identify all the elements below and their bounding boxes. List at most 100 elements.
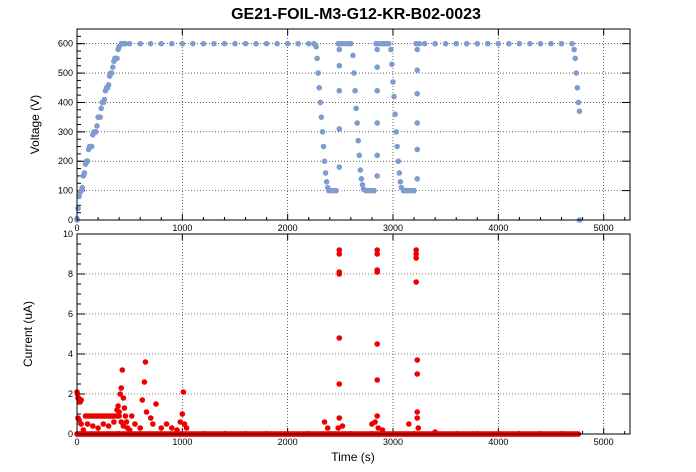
voltage-data-point <box>352 87 358 94</box>
current-data-point <box>80 427 87 433</box>
voltage-data-point <box>105 82 112 88</box>
current-data-point <box>336 415 343 421</box>
voltage-x-tick-label: 2000 <box>278 223 298 233</box>
current-data-point <box>374 247 381 253</box>
voltage-data-point <box>179 40 186 47</box>
voltage-data-point <box>388 46 394 53</box>
current-x-tick-label: 5000 <box>594 437 614 447</box>
current-data-point <box>335 425 342 431</box>
voltage-data-point <box>232 40 238 47</box>
voltage-data-point <box>108 70 115 76</box>
voltage-data-point <box>421 40 428 47</box>
current-data-point <box>415 425 422 431</box>
voltage-data-point <box>314 55 320 62</box>
voltage-y-tick-label: 500 <box>58 68 73 78</box>
voltage-data-point <box>374 46 381 53</box>
current-x-axis-label: Time (s) <box>331 450 375 464</box>
current-data-point <box>116 409 122 415</box>
voltage-data-point <box>414 146 421 153</box>
current-data-point <box>374 413 381 419</box>
voltage-data-point <box>527 40 533 47</box>
voltage-y-axis-label: Voltage (V) <box>28 95 42 154</box>
voltage-data-point <box>322 170 329 176</box>
current-points <box>74 247 582 437</box>
voltage-data-point <box>354 120 360 126</box>
voltage-data-point <box>393 129 399 135</box>
voltage-data-point <box>374 152 381 159</box>
voltage-data-point <box>548 40 554 47</box>
current-data-point <box>123 419 130 425</box>
current-data-point <box>132 421 138 427</box>
current-data-point <box>414 415 421 421</box>
current-data-point <box>336 271 343 277</box>
current-data-point <box>84 421 91 427</box>
current-data-point <box>413 279 419 285</box>
voltage-data-point <box>351 70 357 76</box>
voltage-panel: 0 1000 2000 3000 4000 5000 0 100 200 300 400 500 600… <box>28 28 631 233</box>
current-data-point <box>118 385 125 391</box>
voltage-data-point <box>93 129 99 135</box>
current-data-point <box>143 409 150 415</box>
voltage-data-point <box>295 40 302 47</box>
voltage-x-tick-label: 4000 <box>488 223 508 233</box>
current-data-point <box>95 425 101 431</box>
voltage-data-point <box>323 179 330 185</box>
voltage-data-point <box>158 40 165 47</box>
voltage-data-point <box>374 120 381 126</box>
current-data-point <box>119 367 126 373</box>
voltage-data-point <box>573 70 580 76</box>
voltage-data-point <box>395 158 402 165</box>
voltage-data-point <box>169 40 175 47</box>
current-data-point <box>414 371 421 377</box>
voltage-data-point <box>336 126 343 132</box>
current-data-point <box>100 421 107 427</box>
voltage-data-point <box>350 52 356 59</box>
current-data-point <box>432 429 438 435</box>
current-frame <box>76 233 631 435</box>
current-data-point <box>183 425 190 431</box>
voltage-data-point <box>253 40 259 47</box>
voltage-data-point <box>358 176 365 182</box>
voltage-data-point <box>374 87 381 94</box>
voltage-data-point <box>474 40 481 47</box>
voltage-data-point <box>98 105 105 112</box>
current-data-point <box>414 357 421 363</box>
voltage-data-point <box>79 184 86 191</box>
voltage-data-point <box>94 123 100 129</box>
current-y-tick-label: 2 <box>68 389 73 399</box>
voltage-data-point <box>414 120 421 126</box>
current-data-point <box>336 247 343 253</box>
current-data-point <box>128 413 135 419</box>
current-data-point <box>115 403 121 409</box>
voltage-data-point <box>389 61 395 68</box>
voltage-data-point <box>516 40 523 47</box>
voltage-data-point <box>571 46 577 53</box>
current-data-point <box>153 401 159 407</box>
current-data-point <box>163 421 170 427</box>
current-x-tick-label: 4000 <box>488 437 508 447</box>
voltage-data-point <box>221 40 228 47</box>
voltage-data-point <box>432 40 438 47</box>
voltage-data-point <box>318 114 325 120</box>
voltage-data-point <box>97 114 103 120</box>
voltage-y-tick-label: 300 <box>58 127 73 137</box>
current-data-point <box>137 425 143 431</box>
voltage-data-point <box>200 40 207 47</box>
voltage-data-point <box>506 40 512 47</box>
current-data-point <box>374 269 381 275</box>
current-data-point <box>126 427 133 433</box>
voltage-data-point <box>126 40 133 47</box>
current-grid <box>76 233 630 435</box>
voltage-data-point <box>359 181 366 188</box>
current-data-point <box>169 425 175 431</box>
current-data-point <box>90 423 96 429</box>
current-data-point <box>116 413 122 419</box>
current-data-point <box>379 427 386 433</box>
current-data-point <box>174 427 180 433</box>
voltage-data-point <box>88 143 95 150</box>
voltage-data-point <box>353 105 359 112</box>
current-x-tick-label: 2000 <box>278 437 298 447</box>
voltage-data-point <box>316 84 323 91</box>
current-data-point <box>413 247 419 253</box>
current-data-point <box>339 423 346 429</box>
